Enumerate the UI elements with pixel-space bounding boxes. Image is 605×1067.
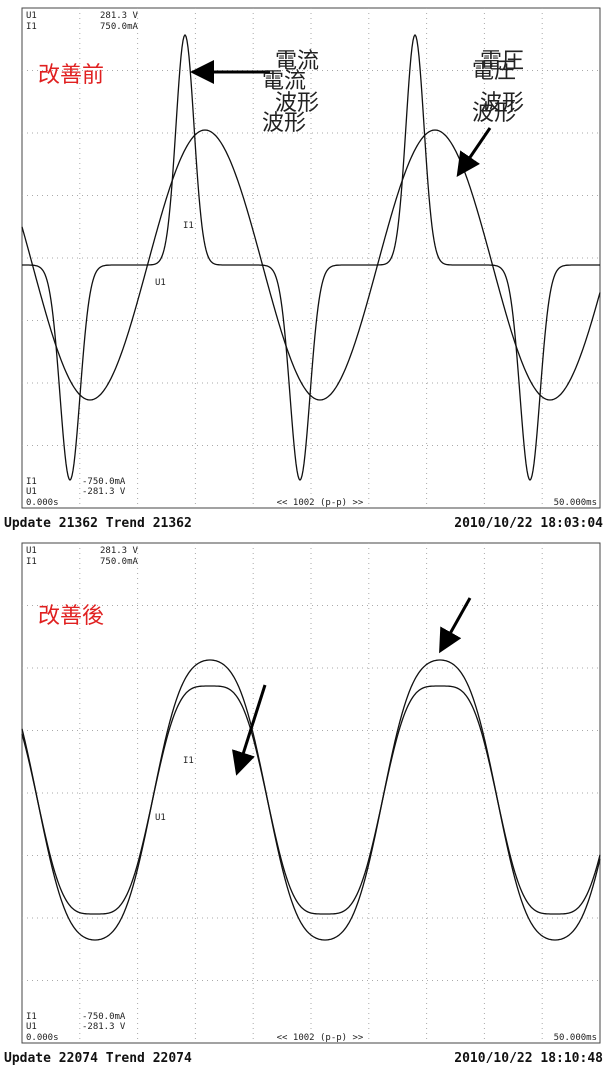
state-label: 改善後 bbox=[38, 604, 104, 629]
scale-value: -750.0mA bbox=[82, 477, 126, 487]
screenshot: U1 281.3 V I1 750.0mA I1 -750.0mA U1 -281.3 V 0.… bbox=[0, 0, 605, 1067]
footer-right: 2010/10/22 18:03:04 bbox=[454, 516, 603, 531]
trace-label: U1 bbox=[155, 278, 166, 288]
arrow bbox=[460, 128, 490, 172]
scale-value: 750.0mA bbox=[100, 22, 139, 32]
scale-channel: I1 bbox=[26, 1012, 37, 1022]
scale-channel: U1 bbox=[26, 487, 37, 497]
footer-right: 2010/10/22 18:10:48 bbox=[454, 1051, 603, 1066]
record: << 1002 (p-p) >> bbox=[277, 498, 364, 508]
footer-left: Update 22074 Trend 22074 bbox=[4, 1051, 192, 1066]
current-label: 波形 bbox=[262, 111, 306, 136]
scale-value: -281.3 V bbox=[82, 487, 126, 497]
scale-value: -750.0mA bbox=[82, 1012, 126, 1022]
time-start: 0.000s bbox=[26, 498, 59, 508]
scale-channel: U1 bbox=[26, 546, 37, 556]
time-end: 50.000ms bbox=[554, 1033, 597, 1043]
current-wave bbox=[22, 686, 600, 914]
voltage-label: 電圧 bbox=[472, 59, 516, 84]
trace-label: I1 bbox=[183, 756, 194, 766]
trace-label: I1 bbox=[183, 221, 194, 231]
scale-value: -281.3 V bbox=[82, 1022, 126, 1032]
scale-channel: U1 bbox=[26, 11, 37, 21]
voltage-label: 波形 bbox=[472, 101, 516, 126]
time-start: 0.000s bbox=[26, 1033, 59, 1043]
record: << 1002 (p-p) >> bbox=[277, 1033, 364, 1043]
arrow bbox=[442, 598, 470, 648]
scale-channel: I1 bbox=[26, 22, 37, 32]
trace-label: U1 bbox=[155, 813, 166, 823]
scale-channel: U1 bbox=[26, 1022, 37, 1032]
scale-value: 281.3 V bbox=[100, 11, 139, 21]
current-label: 電流 bbox=[262, 69, 306, 94]
state-label: 改善前 bbox=[38, 63, 104, 88]
arrow bbox=[238, 685, 265, 770]
scale-value: 281.3 V bbox=[100, 546, 139, 556]
scale-channel: I1 bbox=[26, 477, 37, 487]
footer-left: Update 21362 Trend 21362 bbox=[4, 516, 192, 531]
scale-channel: I1 bbox=[26, 557, 37, 567]
time-end: 50.000ms bbox=[554, 498, 597, 508]
scale-value: 750.0mA bbox=[100, 557, 139, 567]
